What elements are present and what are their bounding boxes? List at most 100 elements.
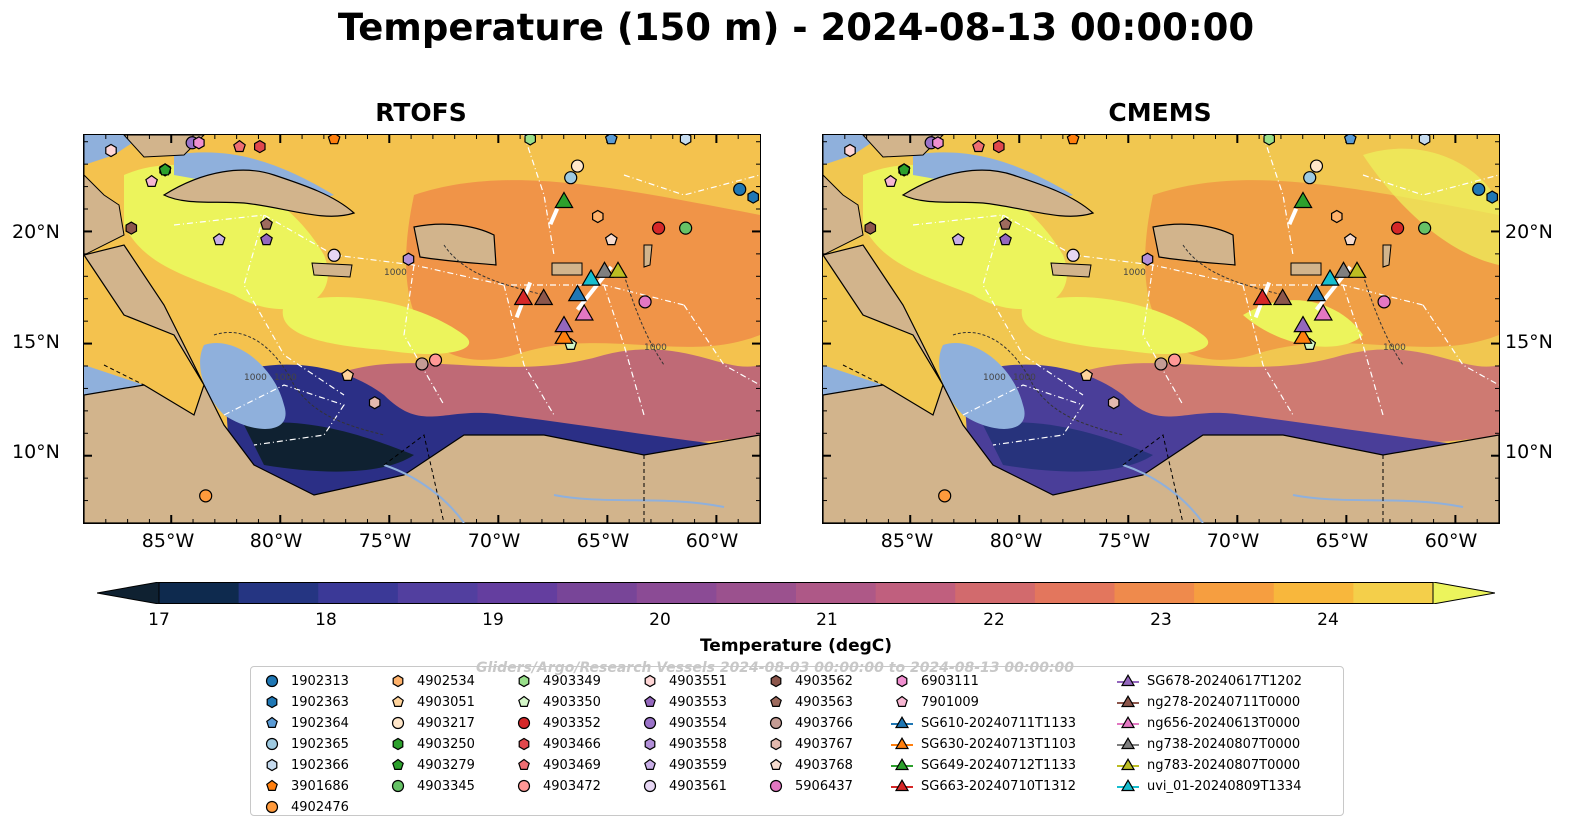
legend-label: SG663-20240710T1312	[921, 778, 1077, 794]
lon-label-rtofs: 70°W	[467, 530, 521, 552]
legend-marker-icon	[1117, 695, 1139, 708]
glider-marker	[554, 191, 574, 209]
legend-marker	[894, 716, 910, 729]
legend-marker	[1120, 737, 1136, 750]
float-marker	[897, 163, 911, 176]
legend-marker	[518, 758, 530, 770]
legend-label: 6903111	[921, 673, 979, 689]
float-marker	[402, 252, 415, 266]
legend-label: 4903350	[543, 694, 601, 710]
lon-label-cmems: 60°W	[1424, 530, 1478, 552]
glider-marker	[1306, 284, 1327, 302]
colorbar-band	[159, 582, 240, 604]
float-marker	[199, 489, 213, 503]
legend-marker	[392, 758, 404, 770]
land-hispaniola	[413, 223, 497, 266]
float-marker	[1263, 135, 1275, 146]
legend-marker	[894, 758, 910, 771]
contour-label: 1000	[1123, 268, 1146, 278]
lat-label-left: 15°N	[12, 331, 60, 353]
legend-marker	[896, 695, 908, 707]
float-marker	[1390, 221, 1405, 235]
legend-label: 4903562	[795, 673, 853, 689]
float-marker	[1486, 190, 1499, 204]
glider-marker	[1320, 268, 1340, 286]
legend-marker-icon	[644, 674, 656, 688]
legend-marker-icon	[392, 737, 404, 751]
legend-entry: 4903562	[765, 673, 853, 689]
colorbar-band	[875, 582, 956, 604]
float-marker	[193, 136, 205, 150]
colorbar	[96, 581, 1496, 605]
float-marker	[145, 174, 159, 188]
land-puerto-rico	[1290, 262, 1322, 276]
legend-marker	[517, 779, 531, 793]
legend-marker	[265, 674, 279, 688]
legend-entry: 6903111	[891, 673, 979, 689]
legend-label: 4903551	[669, 673, 727, 689]
legend-marker	[517, 716, 531, 730]
glider-marker	[1293, 327, 1313, 344]
colorbar-svg	[96, 581, 1496, 605]
legend-label: 1902366	[291, 757, 349, 773]
lon-label-rtofs: 85°W	[141, 530, 195, 552]
legend-marker-icon	[266, 779, 278, 791]
legend-marker	[392, 674, 404, 688]
float-marker	[999, 233, 1012, 246]
legend-marker-icon	[896, 695, 908, 707]
legend-marker	[392, 737, 404, 751]
lon-label-cmems: 70°W	[1206, 530, 1260, 552]
colorbar-extend-high	[1432, 581, 1496, 605]
colorbar-tick: 19	[482, 610, 504, 630]
legend-marker-icon	[891, 779, 913, 792]
legend-entry: 4903554	[639, 715, 727, 731]
land-lesser-antilles	[643, 244, 653, 268]
float-marker	[604, 135, 618, 145]
glider-marker	[554, 327, 574, 344]
legend-entry: 1902363	[261, 694, 349, 710]
legend-marker	[770, 758, 782, 770]
colorbar-band	[1114, 582, 1195, 604]
legend-label: 4903563	[795, 694, 853, 710]
float-marker	[341, 368, 355, 381]
legend-label: 7901009	[921, 694, 979, 710]
colorbar-tick: 24	[1317, 610, 1339, 630]
land-lesser-antilles	[1382, 244, 1392, 268]
float-marker	[679, 135, 692, 146]
legend-marker-icon	[1117, 779, 1139, 792]
legend-label: 4903554	[669, 715, 727, 731]
legend-entry: uvi_01-20240809T1334	[1117, 778, 1301, 794]
float-marker	[125, 221, 138, 235]
contour-label: 1000	[244, 373, 267, 383]
legend-label: 4903217	[417, 715, 475, 731]
legend-entry: 4903767	[765, 736, 853, 752]
legend-marker-icon	[392, 695, 404, 707]
float-marker	[884, 174, 898, 188]
legend-entry: 1902364	[261, 715, 349, 731]
glider-marker	[533, 288, 554, 306]
lon-label-rtofs: 75°W	[358, 530, 412, 552]
legend-marker-icon	[391, 716, 405, 730]
legend-entry: ng656-20240613T0000	[1117, 715, 1300, 731]
float-marker	[524, 135, 536, 146]
colorbar-band	[636, 582, 717, 604]
legend-entry: 4903466	[513, 736, 601, 752]
legend-marker	[769, 716, 783, 730]
float-marker	[679, 221, 693, 235]
eez-boundary	[1142, 264, 1184, 406]
legend-label: 1902365	[291, 736, 349, 752]
float-marker	[233, 139, 246, 153]
land-florida	[862, 135, 944, 158]
lat-label-right: 15°N	[1505, 331, 1553, 353]
float-marker	[1066, 135, 1080, 145]
eez-boundary	[243, 214, 345, 396]
lon-label-cmems: 80°W	[989, 530, 1043, 552]
legend-label: 4903279	[417, 757, 475, 773]
legend-marker	[265, 800, 279, 814]
colorbar-band	[1353, 582, 1434, 604]
lon-label-cmems: 75°W	[1097, 530, 1151, 552]
legend-entry: 4903561	[639, 778, 727, 794]
float-marker	[254, 139, 266, 154]
legend-label: uvi_01-20240809T1334	[1147, 778, 1302, 794]
land-cuba	[162, 169, 356, 217]
